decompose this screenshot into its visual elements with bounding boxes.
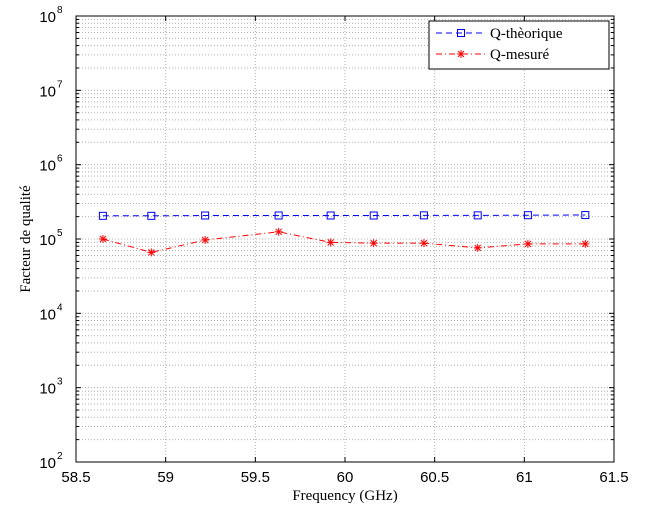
- y-tick-label-exponent: 5: [57, 228, 63, 239]
- y-tick-label-exponent: 3: [57, 377, 63, 388]
- star-stroke: [524, 240, 532, 248]
- y-tick-label-exponent: 4: [57, 302, 63, 313]
- x-tick-label: 58.5: [61, 469, 90, 486]
- data-point-square: [147, 211, 156, 220]
- y-tick-label-exponent: 8: [57, 5, 63, 16]
- data-point-star: [98, 235, 107, 243]
- x-tick-labels: 58.5 59 59.5 60 60.5 61 61.5: [61, 469, 628, 486]
- y-tick-label-exponent: 7: [57, 79, 63, 90]
- star-stroke: [474, 244, 482, 252]
- y-tick-label-base: 10: [39, 83, 56, 100]
- legend-marker-q-mesure: [457, 50, 465, 58]
- data-point-star: [473, 243, 482, 252]
- legend-marker-q-theorique: [457, 29, 465, 37]
- y-tick-label-base: 10: [39, 232, 56, 249]
- data-point-square: [326, 211, 335, 220]
- x-tick-label: 61.5: [599, 469, 628, 486]
- series-layer: [98, 211, 590, 257]
- data-point-square: [274, 211, 283, 220]
- series-line-1: [102, 231, 586, 253]
- data-point-star: [326, 238, 335, 247]
- data-point-star: [274, 227, 283, 236]
- y-tick-label-base: 10: [39, 455, 56, 472]
- x-tick-label: 60: [337, 469, 354, 486]
- x-tick-label: 59: [157, 469, 174, 486]
- data-point-square: [523, 211, 532, 220]
- x-tick-label: 61: [516, 469, 533, 486]
- y-tick-label-base: 10: [39, 158, 56, 175]
- data-point-square: [201, 211, 210, 220]
- x-axis-label: Frequency (GHz): [292, 488, 397, 504]
- data-point-square: [473, 211, 482, 220]
- star-stroke: [147, 249, 155, 256]
- star-stroke: [201, 236, 209, 244]
- legend: Q-thèorique Q-mesuré: [428, 20, 610, 70]
- y-tick-label-base: 10: [39, 381, 56, 398]
- data-point-star: [419, 239, 428, 248]
- data-point-star: [201, 235, 210, 244]
- star-stroke: [581, 240, 589, 248]
- data-point-square: [98, 211, 107, 220]
- legend-label-q-theorique: Q-thèorique: [490, 26, 563, 42]
- data-point-star: [369, 239, 378, 248]
- star-stroke: [420, 239, 428, 247]
- y-tick-label-exponent: 2: [57, 451, 63, 462]
- data-point-square: [419, 211, 428, 220]
- data-point-star: [523, 239, 532, 248]
- star-stroke: [370, 239, 378, 247]
- x-tick-label: 59.5: [241, 469, 270, 486]
- data-point-square: [581, 211, 590, 220]
- y-tick-label-base: 10: [39, 9, 56, 26]
- star-stroke: [99, 235, 107, 243]
- data-point-square: [369, 211, 378, 220]
- star-stroke: [327, 239, 335, 246]
- data-point-star: [147, 248, 156, 257]
- x-tick-label: 60.5: [420, 469, 449, 486]
- y-axis-label: Facteur de qualité: [18, 185, 34, 293]
- plot-frame: [75, 15, 615, 463]
- grid: [76, 16, 614, 462]
- legend-label-q-mesure: Q-mesuré: [490, 47, 549, 63]
- series-line-0: [102, 214, 586, 217]
- y-tick-label-base: 10: [39, 306, 56, 323]
- data-point-star: [581, 239, 590, 248]
- star-stroke: [275, 228, 283, 236]
- y-tick-label-exponent: 6: [57, 154, 63, 165]
